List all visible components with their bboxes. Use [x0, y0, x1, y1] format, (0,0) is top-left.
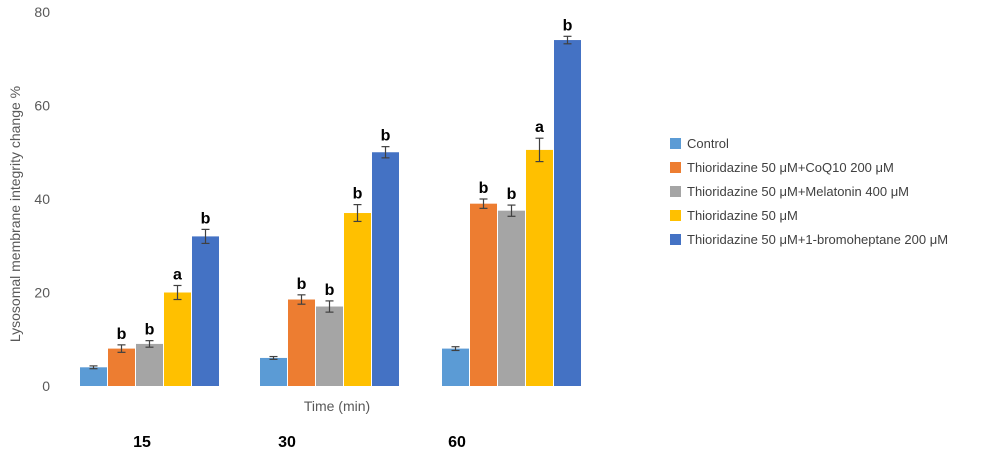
bar [108, 348, 135, 386]
error-bar [507, 204, 516, 217]
legend-label: Control [687, 136, 729, 151]
bar [136, 343, 163, 386]
significance-label: b [145, 322, 155, 339]
legend-item: Thioridazine 50 μM+CoQ10 200 μM [670, 160, 894, 175]
y-tick-label: 40 [34, 191, 50, 207]
legend-item: Thioridazine 50 μM+Melatonin 400 μM [670, 184, 909, 199]
error-bar [563, 35, 572, 45]
y-tick-label: 20 [34, 285, 50, 301]
bar [498, 210, 525, 386]
legend-item: Thioridazine 50 μM [670, 208, 798, 223]
error-bar [269, 355, 278, 360]
error-bar [173, 284, 182, 301]
legend-label: Thioridazine 50 μM [687, 208, 798, 223]
legend-swatch [670, 186, 681, 197]
bar [192, 236, 219, 386]
y-tick-label: 60 [34, 98, 50, 114]
error-bar [145, 340, 154, 348]
legend-swatch [670, 138, 681, 149]
category-labels: 15 30 60 [133, 434, 466, 451]
error-bar [89, 365, 98, 370]
bar [288, 299, 315, 386]
y-tick-label: 80 [34, 4, 50, 20]
legend-swatch [670, 234, 681, 245]
y-axis-title: Lysosomal membrane integrity change % [7, 86, 23, 342]
legend: Control Thioridazine 50 μM+CoQ10 200 μM Th… [670, 136, 948, 247]
y-tick-label: 0 [42, 378, 50, 394]
significance-label: b [381, 128, 391, 145]
significance-label: a [535, 119, 544, 136]
significance-label: b [297, 276, 307, 293]
error-bar [325, 300, 334, 313]
category-label: 30 [278, 434, 296, 451]
bar [316, 306, 343, 386]
error-bar [479, 198, 488, 209]
significance-label: a [173, 266, 182, 283]
bars: b b b b b b a b a b b b [80, 17, 581, 387]
category-label: 15 [133, 434, 151, 451]
significance-label: b [325, 282, 335, 299]
legend-swatch [670, 162, 681, 173]
significance-label: b [201, 210, 211, 227]
error-bar [117, 344, 126, 353]
bar [164, 292, 191, 386]
y-axis: 0 20 40 60 80 [34, 4, 50, 394]
error-bar [535, 137, 544, 163]
legend-label: Thioridazine 50 μM+Melatonin 400 μM [687, 184, 909, 199]
legend-item: Control [670, 136, 729, 151]
bar [344, 213, 371, 386]
significance-label: b [479, 180, 489, 197]
bar [554, 40, 581, 387]
x-axis-title: Time (min) [304, 398, 370, 414]
bar [442, 348, 469, 386]
category-label: 60 [448, 434, 466, 451]
bar [470, 203, 497, 386]
error-bar [297, 294, 306, 305]
bar [372, 152, 399, 386]
significance-label: b [353, 186, 363, 203]
significance-label: b [117, 326, 127, 343]
error-bar [353, 204, 362, 223]
legend-label: Thioridazine 50 μM+1-bromoheptane 200 μM [687, 232, 948, 247]
error-bar [201, 228, 210, 245]
error-bar [381, 146, 390, 159]
bar [80, 367, 107, 386]
bar [526, 149, 553, 386]
legend-item: Thioridazine 50 μM+1-bromoheptane 200 μM [670, 232, 948, 247]
error-bar [451, 346, 460, 352]
bar [260, 357, 287, 386]
legend-label: Thioridazine 50 μM+CoQ10 200 μM [687, 160, 894, 175]
significance-label: b [563, 17, 573, 34]
legend-swatch [670, 210, 681, 221]
significance-label: b [507, 186, 517, 203]
